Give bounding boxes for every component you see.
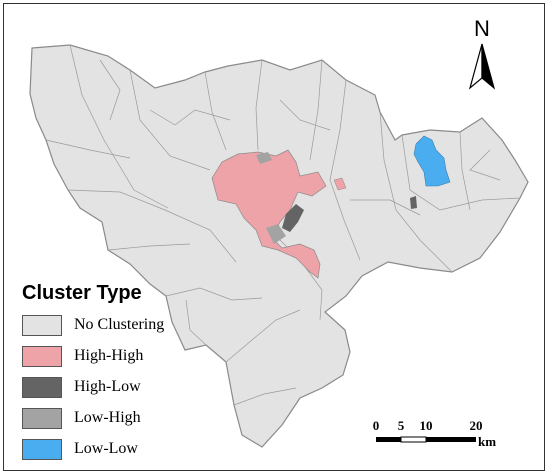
district-boundaries [45, 44, 521, 406]
high-high-patch [333, 177, 347, 191]
legend-item-high-low: High-Low [22, 376, 252, 398]
legend-swatch [22, 314, 62, 336]
scale-tick-20: 20 [469, 418, 483, 433]
scale-tick-0: 0 [372, 418, 380, 433]
scale-tick-10: 10 [419, 418, 433, 433]
legend-item-no-clustering: No Clustering [22, 314, 252, 336]
high-low-cluster-east [410, 196, 417, 209]
low-high-cluster [256, 152, 272, 164]
legend-label: Low-Low [74, 440, 138, 457]
legend-title: Cluster Type [22, 282, 142, 304]
legend-label: High-High [74, 347, 144, 364]
north-label: N [474, 16, 490, 41]
scale-unit: km [478, 434, 497, 449]
north-arrow-icon [468, 43, 496, 90]
legend-label: High-Low [74, 378, 141, 395]
legend-label: No Clustering [74, 316, 165, 333]
legend-swatch [22, 438, 62, 460]
legend-swatch [22, 407, 62, 429]
legend-item-low-high: Low-High [22, 407, 252, 429]
legend-swatch [22, 345, 62, 367]
high-low-cluster [282, 204, 304, 232]
legend-swatch [22, 376, 62, 398]
scale-tick-5: 5 [397, 418, 405, 433]
north-arrow: N [462, 16, 502, 96]
scale-bar: 0 5 10 20 km [360, 418, 510, 458]
legend-label: Low-High [74, 409, 141, 426]
scale-bar-graphic [376, 436, 476, 443]
legend-item-high-high: High-High [22, 345, 252, 367]
low-high-cluster-south [266, 224, 286, 244]
legend-item-low-low: Low-Low [22, 438, 252, 460]
low-low-cluster [413, 135, 451, 187]
legend: Cluster Type No Clustering High-High Hig… [22, 282, 252, 469]
